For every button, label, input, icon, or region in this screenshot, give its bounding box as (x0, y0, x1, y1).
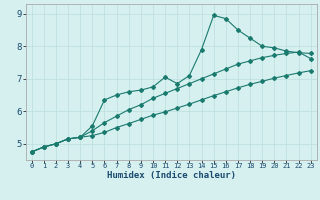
X-axis label: Humidex (Indice chaleur): Humidex (Indice chaleur) (107, 171, 236, 180)
